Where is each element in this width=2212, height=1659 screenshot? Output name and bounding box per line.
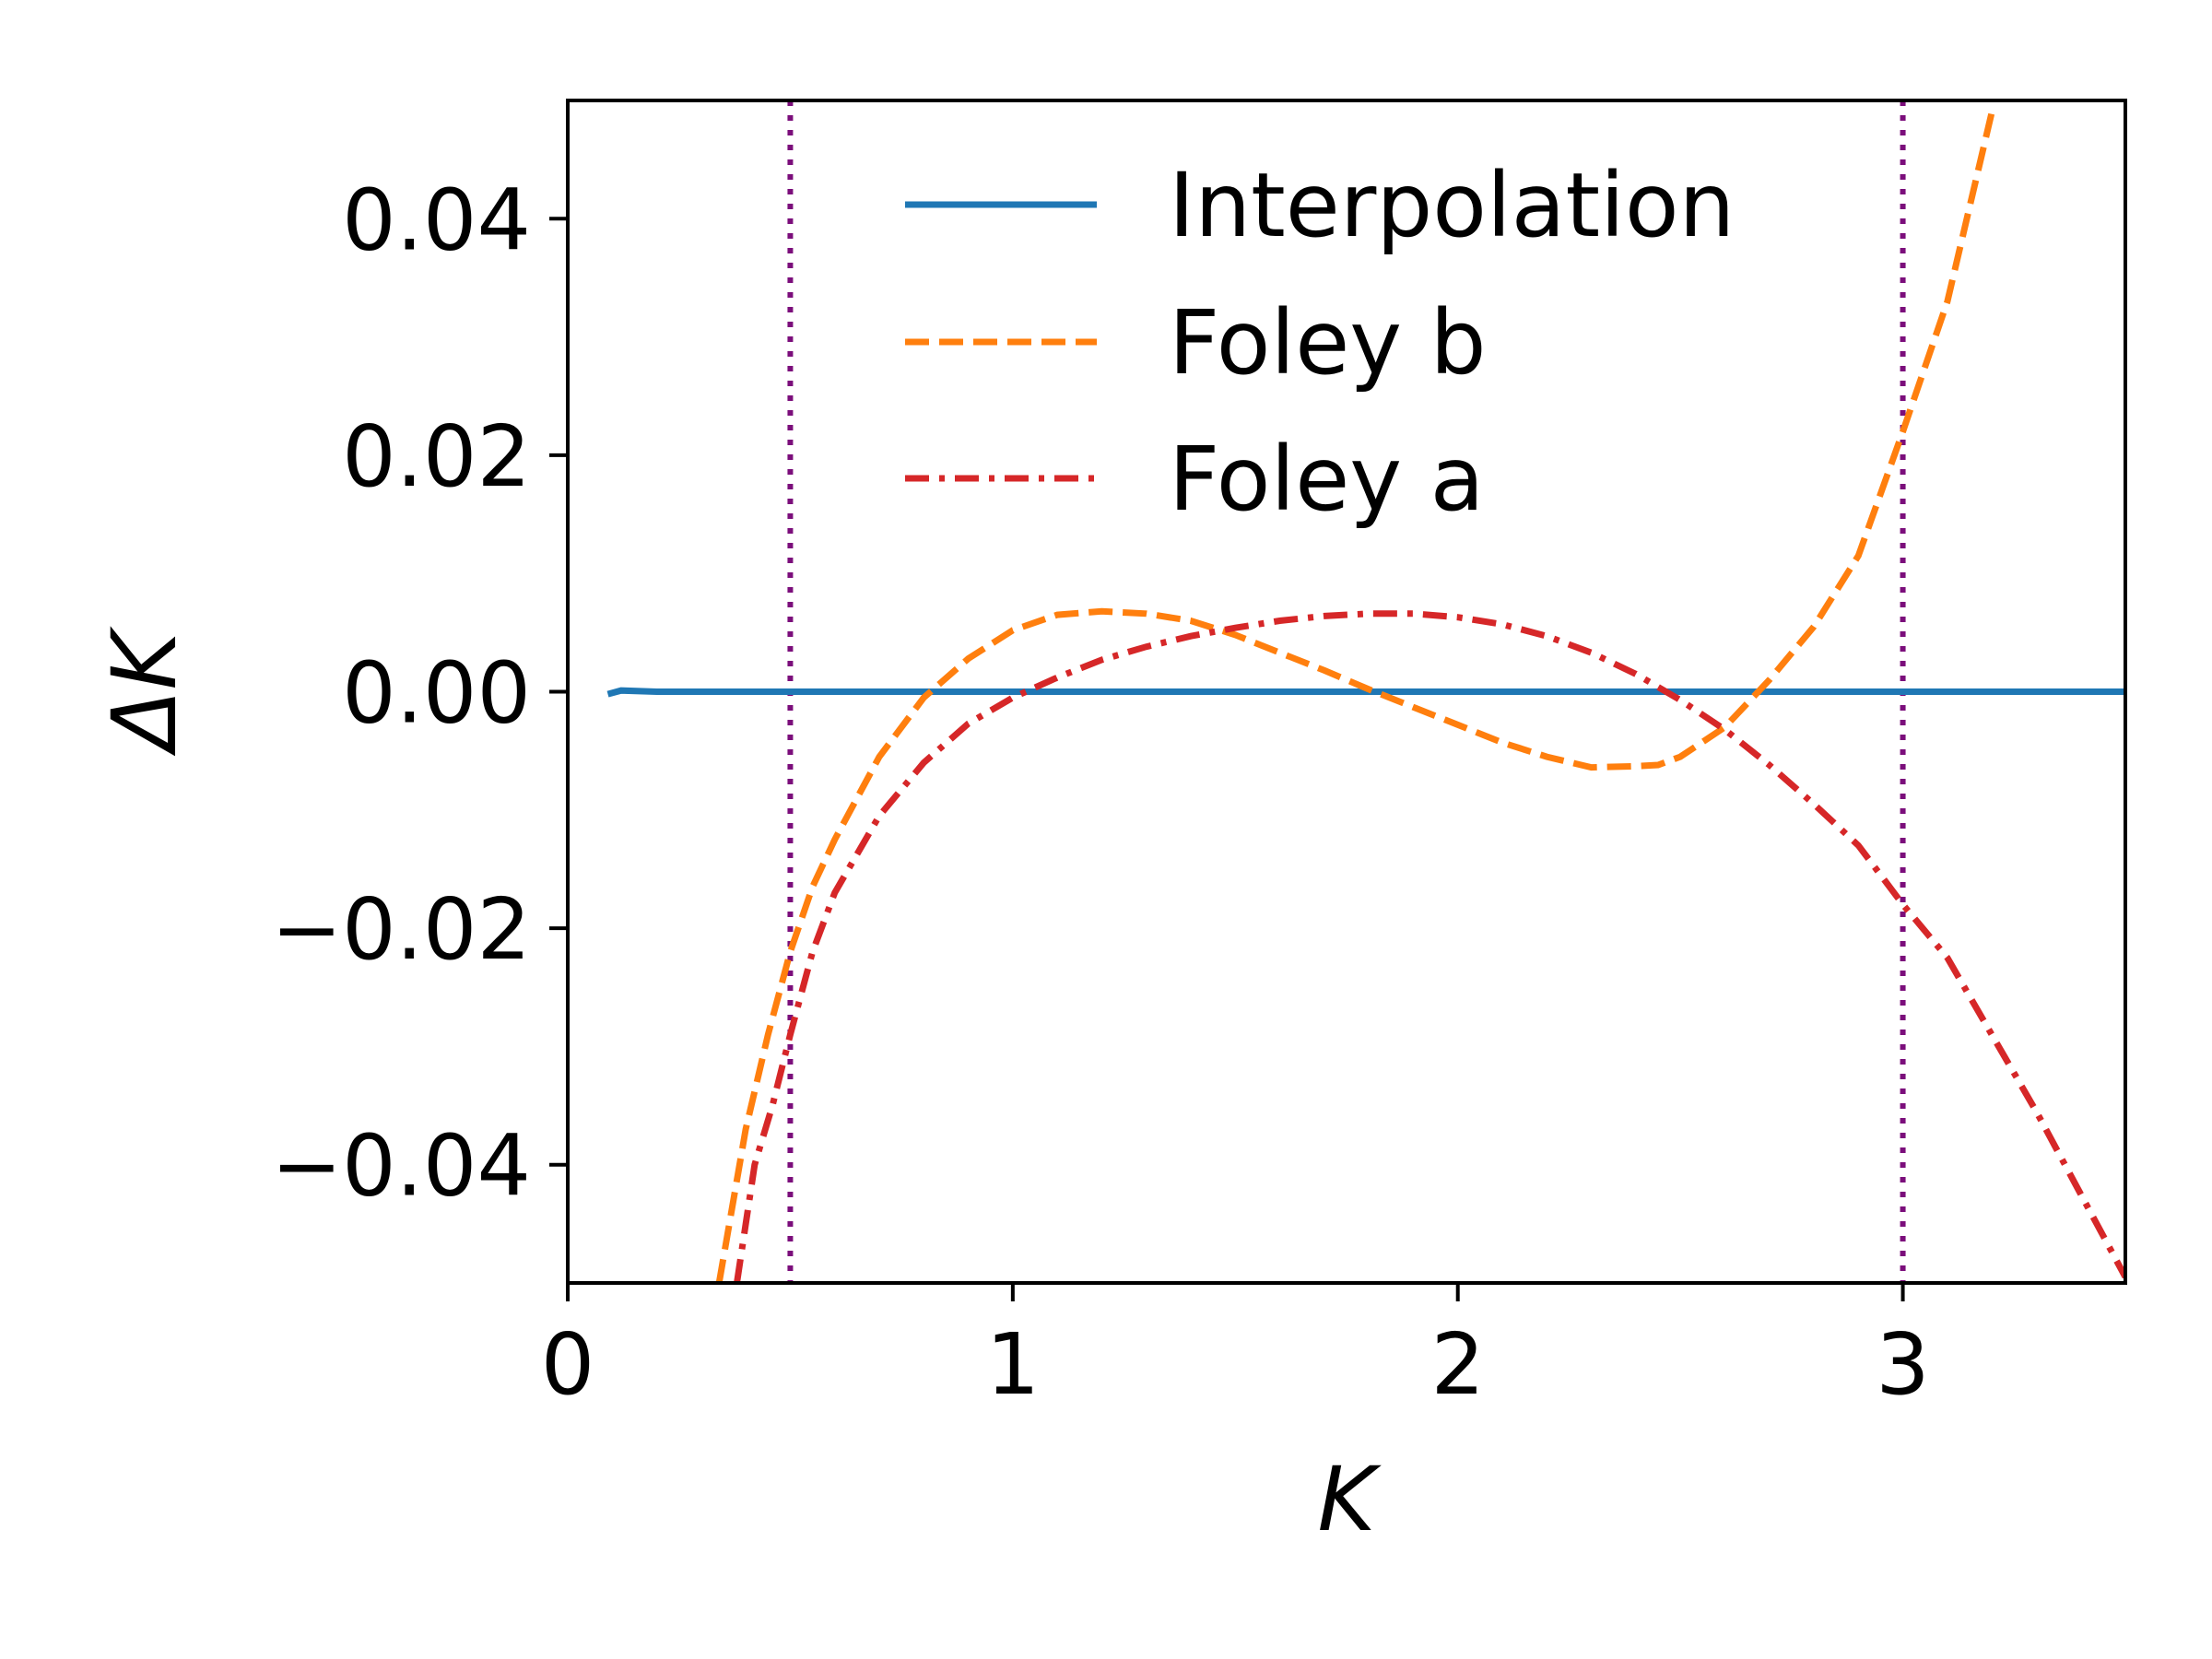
y-tick-label: −0.04 [271, 1117, 531, 1216]
y-tick-label: −0.02 [271, 880, 531, 979]
x-tick-label: 1 [986, 1315, 1041, 1414]
y-tick-label: 0.04 [342, 171, 531, 269]
x-axis-label: K [1318, 1448, 1382, 1551]
legend-label: Interpolation [1169, 154, 1735, 257]
series-layer [606, 112, 2125, 1283]
y-tick-label: 0.00 [342, 644, 531, 743]
y-tick-label: 0.02 [342, 407, 531, 506]
series-line-3 [734, 610, 2125, 1283]
y-axis-label: ΔK [93, 626, 196, 758]
series-line-2 [715, 112, 1995, 1283]
x-tick-label: 2 [1430, 1315, 1485, 1414]
x-tick-label: 3 [1876, 1315, 1930, 1414]
y-axis: −0.04 −0.02 0.00 0.02 0.04 [271, 171, 568, 1216]
legend-label: Foley a [1169, 428, 1484, 531]
x-axis: 0 1 2 3 [541, 1283, 1930, 1414]
legend: Interpolation Foley b Foley a [905, 154, 1735, 531]
x-tick-label: 0 [541, 1315, 595, 1414]
legend-label: Foley b [1169, 291, 1487, 394]
